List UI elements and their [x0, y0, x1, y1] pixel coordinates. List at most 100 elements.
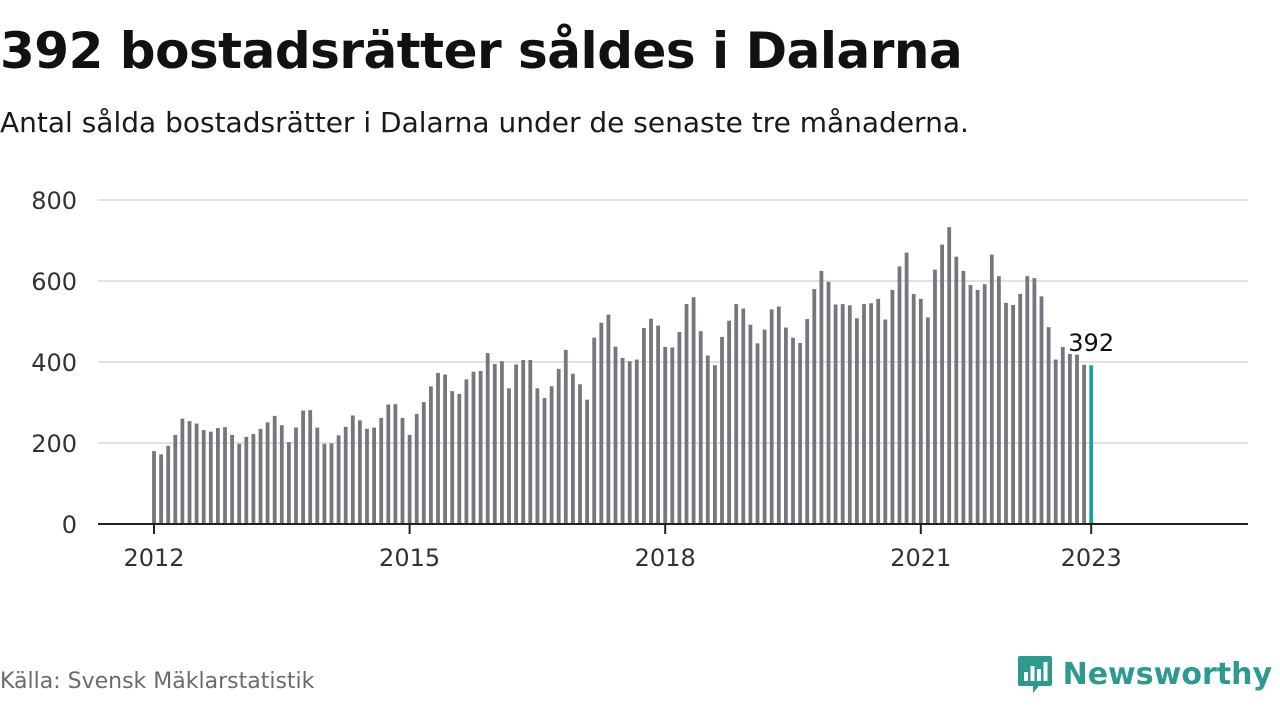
bar — [663, 347, 668, 524]
bar — [961, 270, 966, 525]
bar — [613, 346, 618, 524]
bar — [989, 254, 994, 524]
bar — [713, 365, 717, 524]
y-tick-label: 200 — [31, 430, 77, 458]
bar — [301, 410, 305, 524]
bar — [784, 327, 788, 524]
bar — [982, 284, 987, 524]
bar — [720, 336, 724, 524]
bar — [471, 371, 476, 524]
bar — [180, 418, 185, 524]
bar — [840, 304, 845, 524]
bar — [571, 373, 575, 524]
bar — [769, 309, 774, 524]
bar — [478, 370, 483, 524]
newsworthy-logo-icon — [1017, 656, 1052, 693]
bar — [152, 451, 156, 524]
bar — [287, 442, 291, 524]
bar — [542, 398, 547, 524]
bar — [741, 308, 746, 524]
bar — [450, 391, 455, 524]
bar — [918, 298, 923, 524]
bar — [194, 423, 199, 524]
bar — [485, 353, 490, 524]
bar — [705, 355, 710, 524]
bar — [890, 289, 895, 524]
brand-logo[interactable]: Newsworthy — [1017, 652, 1272, 696]
bar — [727, 320, 731, 524]
bar — [812, 289, 817, 524]
x-tick-label: 2012 — [123, 544, 184, 572]
bar — [563, 349, 568, 524]
bar-chart: 0 200 400 600 800 2012 2015 2018 2021 2023 392 — [31, 187, 1248, 572]
x-tick-label: 2015 — [379, 544, 440, 572]
bar — [308, 410, 313, 524]
bar — [698, 331, 703, 524]
bar — [649, 318, 653, 524]
bar — [514, 364, 518, 524]
bar — [1018, 293, 1023, 524]
bar — [173, 434, 178, 524]
bar — [379, 417, 384, 524]
bar — [414, 413, 419, 524]
bar — [897, 266, 902, 524]
bar — [954, 256, 959, 524]
y-tick-label: 800 — [31, 187, 77, 215]
bar — [627, 361, 632, 524]
bar — [862, 304, 866, 524]
bar — [926, 317, 930, 524]
bar — [911, 293, 916, 524]
bar — [656, 325, 660, 524]
x-tick-label: 2021 — [890, 544, 951, 572]
bar — [201, 430, 206, 524]
bar — [847, 305, 852, 524]
bar — [670, 347, 675, 524]
bar — [521, 359, 526, 524]
bar — [833, 304, 838, 524]
source-note: Källa: Svensk Mäklarstatistik — [0, 669, 315, 694]
bar-highlight — [1089, 365, 1094, 524]
y-axis-tick-labels: 0 200 400 600 800 — [31, 187, 77, 539]
bar — [585, 399, 589, 524]
bar — [592, 337, 597, 524]
bar — [407, 434, 412, 524]
bar — [1053, 359, 1058, 524]
bar — [634, 359, 639, 524]
bars — [152, 227, 1094, 525]
bar — [578, 384, 582, 524]
bar — [528, 359, 533, 524]
y-tick-label: 600 — [31, 268, 77, 296]
bar — [975, 289, 980, 524]
bar — [805, 319, 810, 524]
bar — [492, 364, 497, 524]
bar — [329, 443, 334, 524]
y-tick-label: 0 — [62, 511, 77, 539]
bar — [620, 357, 625, 524]
bar — [507, 388, 511, 524]
bar — [997, 276, 1001, 524]
bar — [393, 404, 398, 524]
bar — [556, 368, 561, 524]
bar — [294, 427, 298, 524]
bar — [358, 420, 362, 524]
bar — [791, 337, 795, 524]
bar — [1046, 327, 1051, 524]
bar — [1011, 304, 1015, 524]
bar — [755, 343, 760, 524]
bar — [464, 379, 469, 524]
bar — [798, 342, 802, 524]
bar — [1060, 347, 1065, 524]
bar — [904, 252, 909, 524]
bar — [855, 318, 859, 524]
bar — [315, 427, 320, 524]
bar — [457, 394, 462, 524]
bar — [500, 361, 504, 524]
x-axis: 2012 2015 2018 2021 2023 — [98, 523, 1248, 572]
bar — [883, 319, 888, 524]
bar — [826, 281, 831, 524]
bar — [1032, 278, 1037, 524]
bar — [237, 443, 242, 524]
bar — [535, 388, 540, 524]
bar — [599, 322, 604, 524]
bar — [1039, 296, 1044, 524]
